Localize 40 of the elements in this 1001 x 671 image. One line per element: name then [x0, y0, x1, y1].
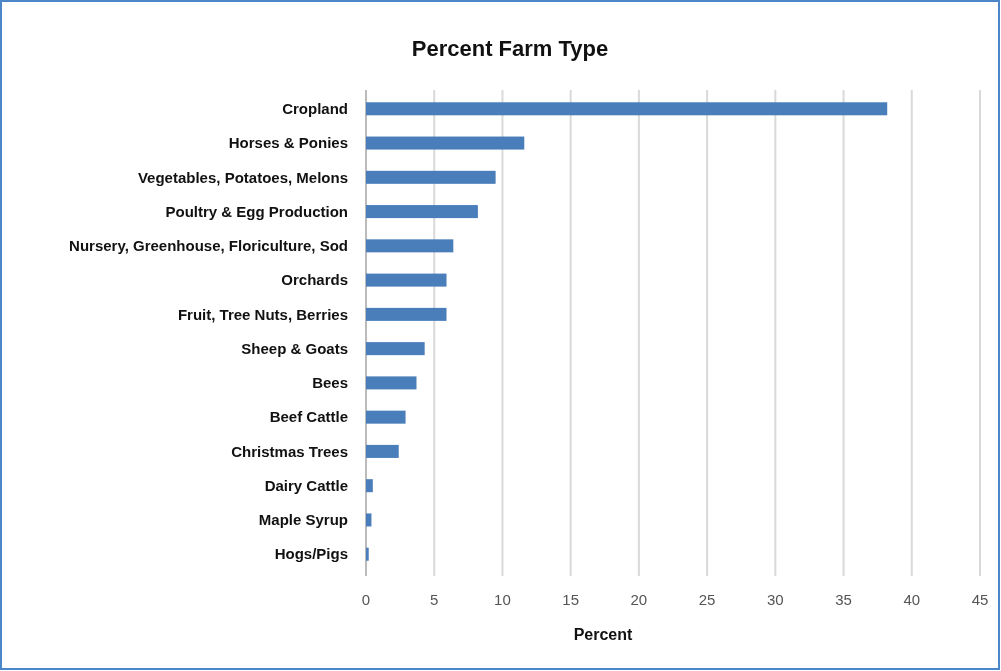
bar	[366, 547, 369, 561]
bar	[366, 513, 372, 527]
x-axis-title: Percent	[573, 626, 634, 643]
y-tick-label: Horses & Ponies	[228, 134, 348, 152]
bar	[366, 479, 373, 493]
bar	[366, 273, 447, 287]
bar	[366, 376, 417, 390]
x-tick-label: 10	[494, 591, 511, 608]
y-tick-label: Beef Cattle	[269, 408, 348, 426]
y-tick-label: Cropland	[282, 100, 348, 118]
y-tick-label: Dairy Cattle	[264, 476, 348, 494]
bar	[366, 444, 399, 458]
bar	[366, 205, 478, 219]
x-tick-label: 30	[766, 591, 784, 608]
x-tick-label: 0	[361, 591, 371, 608]
y-tick-label: Hogs/Pigs	[274, 545, 348, 563]
y-tick-label: Vegetables, Potatoes, Melons	[137, 168, 348, 186]
x-tick-label: 5	[430, 591, 439, 608]
bar	[366, 102, 888, 116]
x-tick-label: 35	[835, 591, 852, 608]
x-tick-label: 40	[903, 591, 921, 608]
x-tick-label: 25	[698, 591, 716, 608]
y-tick-label: Maple Syrup	[258, 511, 348, 529]
bar	[366, 239, 454, 253]
x-tick-label: 20	[630, 591, 648, 608]
y-tick-label: Fruit, Tree Nuts, Berries	[177, 305, 348, 323]
x-tick-label: 15	[562, 591, 580, 608]
bar	[366, 307, 447, 321]
x-tick-label: 45	[971, 591, 989, 608]
y-tick-label: Bees	[312, 374, 348, 392]
y-tick-label: Sheep & Goats	[241, 339, 348, 357]
chart-title: Percent Farm Type	[411, 36, 609, 61]
bar	[366, 170, 496, 184]
bar	[366, 136, 525, 150]
y-tick-label: Christmas Trees	[231, 442, 348, 460]
bar	[366, 410, 406, 424]
bar	[366, 342, 425, 356]
y-tick-label: Nursery, Greenhouse, Floriculture, Sod	[69, 237, 348, 255]
y-tick-label: Orchards	[281, 271, 348, 289]
y-tick-label: Poultry & Egg Production	[165, 202, 348, 220]
